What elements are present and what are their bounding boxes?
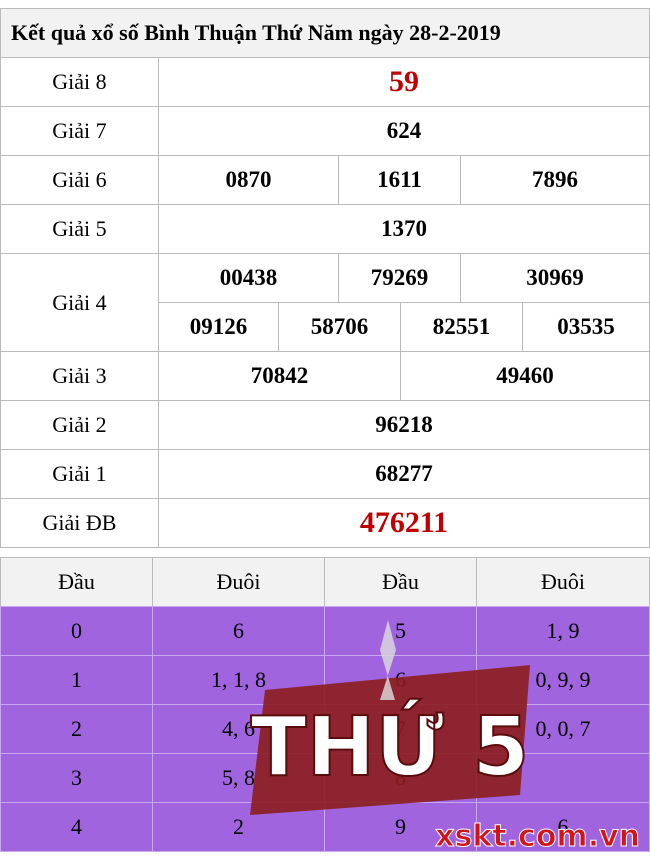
- prize-number: 7896: [460, 155, 650, 205]
- prize-name: Giải 4: [0, 253, 159, 352]
- title: Kết quả xổ số Bình Thuận Thứ Năm ngày 28…: [0, 8, 650, 58]
- prize-number: 1611: [338, 155, 461, 205]
- prize-number: 1370: [158, 204, 650, 254]
- loto-header: Đầu: [0, 557, 153, 607]
- prize-number: 68277: [158, 449, 650, 499]
- prize-name: Giải 1: [0, 449, 159, 499]
- prize-number: 96218: [158, 400, 650, 450]
- prize-name: Giải 6: [0, 155, 159, 205]
- loto-cell: 5: [324, 606, 477, 656]
- prize-number: 476211: [158, 498, 650, 548]
- prize-number: 09126: [158, 302, 279, 352]
- prize-name: Giải 3: [0, 351, 159, 401]
- prize-name: Giải ĐB: [0, 498, 159, 548]
- loto-cell: 9: [324, 802, 477, 852]
- loto-cell: 6: [152, 606, 325, 656]
- prize-name: Giải 7: [0, 106, 159, 156]
- loto-cell: 7: [324, 704, 477, 754]
- loto-header: Đầu: [324, 557, 477, 607]
- prize-number: 59: [158, 57, 650, 107]
- loto-cell: 5, 8: [152, 753, 325, 803]
- loto-cell: 4: [0, 802, 153, 852]
- loto-cell: 0: [0, 606, 153, 656]
- loto-cell: 6: [476, 802, 650, 852]
- loto-cell: 0, 0, 7: [476, 704, 650, 754]
- loto-cell: 4, 6: [152, 704, 325, 754]
- prize-name: Giải 5: [0, 204, 159, 254]
- loto-cell: 1, 1, 8: [152, 655, 325, 705]
- loto-header: Đuôi: [476, 557, 650, 607]
- loto-cell: 8: [324, 753, 477, 803]
- loto-cell: 6: [324, 655, 477, 705]
- loto-cell: 1: [0, 655, 153, 705]
- prize-number: 70842: [158, 351, 401, 401]
- prize-number: 82551: [400, 302, 523, 352]
- prize-number: 58706: [278, 302, 401, 352]
- prize-number: 624: [158, 106, 650, 156]
- prize-number: 49460: [400, 351, 650, 401]
- loto-cell: 2: [0, 704, 153, 754]
- prize-name: Giải 8: [0, 57, 159, 107]
- loto-cell: 1, 9: [476, 606, 650, 656]
- loto-cell: 0, 9, 9: [476, 655, 650, 705]
- prize-number: 00438: [158, 253, 339, 303]
- loto-cell: [476, 753, 650, 803]
- prize-number: 79269: [338, 253, 461, 303]
- prize-name: Giải 2: [0, 400, 159, 450]
- loto-header: Đuôi: [152, 557, 325, 607]
- loto-cell: 2: [152, 802, 325, 852]
- prize-number: 03535: [522, 302, 650, 352]
- prize-number: 0870: [158, 155, 339, 205]
- loto-cell: 3: [0, 753, 153, 803]
- prize-number: 30969: [460, 253, 650, 303]
